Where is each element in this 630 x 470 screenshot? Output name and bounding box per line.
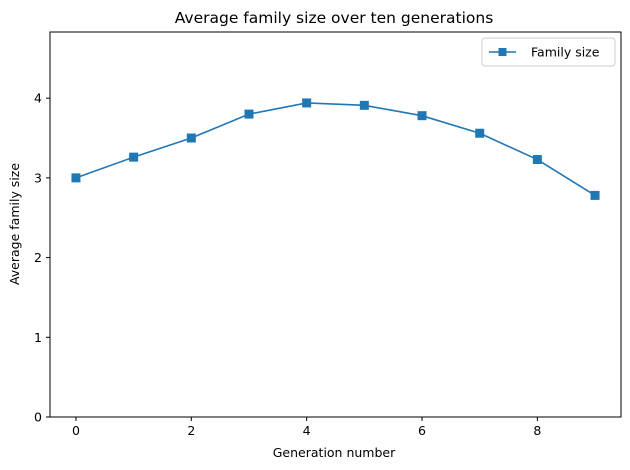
y-axis-label: Average family size — [7, 163, 22, 285]
legend-box — [481, 37, 616, 67]
y-axis: 0 1 2 3 4 — [34, 91, 50, 425]
legend-marker-sample — [498, 48, 507, 56]
data-point — [302, 98, 312, 108]
x-tick-label: 4 — [303, 423, 311, 438]
data-point — [71, 173, 81, 183]
legend-label: Family size — [531, 45, 600, 60]
legend: Family size — [481, 37, 616, 67]
y-tick-label: 2 — [34, 250, 42, 265]
data-point — [359, 100, 369, 110]
data-point — [475, 128, 485, 138]
x-tick-label: 6 — [418, 423, 426, 438]
y-tick-label: 0 — [34, 410, 42, 425]
plot-frame — [49, 31, 622, 418]
series-line — [75, 102, 596, 197]
y-tick-label: 4 — [34, 91, 42, 106]
data-point — [129, 152, 139, 162]
data-point — [244, 109, 254, 119]
chart-title: Average family size over ten generations — [175, 9, 494, 27]
data-point — [532, 155, 542, 165]
data-point — [590, 190, 600, 200]
data-point — [417, 111, 427, 121]
x-axis: 0 2 4 6 8 — [72, 417, 541, 438]
series-layer — [71, 98, 600, 200]
y-tick-label: 1 — [34, 330, 42, 345]
y-tick-label: 3 — [34, 170, 42, 185]
x-axis-label: Generation number — [273, 445, 396, 460]
x-tick-label: 8 — [533, 423, 541, 438]
data-point — [186, 133, 196, 143]
x-tick-label: 0 — [72, 423, 80, 438]
x-tick-label: 2 — [187, 423, 195, 438]
